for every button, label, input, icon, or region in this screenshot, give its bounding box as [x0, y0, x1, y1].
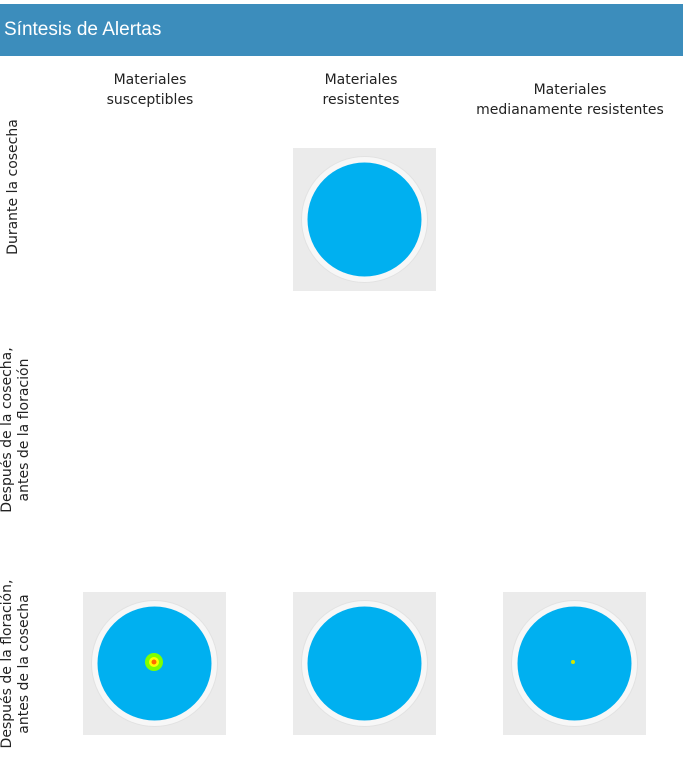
alert-hotspot-core — [151, 659, 157, 665]
page-title-bar: Síntesis de Alertas — [0, 4, 683, 56]
alert-cell-r0-c1[interactable] — [293, 148, 436, 291]
alert-hotspot-dot — [571, 660, 575, 664]
alert-cell-r2-c0[interactable] — [83, 592, 226, 735]
alert-cell-r2-c1[interactable] — [293, 592, 436, 735]
alert-disc-icon — [301, 600, 428, 727]
alert-disc-icon — [301, 156, 428, 283]
alert-disc-icon — [91, 600, 218, 727]
column-label-medium-resistant: Materiales medianamente resistentes — [476, 82, 664, 118]
alert-disc-icon — [511, 600, 638, 727]
row-label-after-harvest-before-flowering: Después de la cosecha, antes de la flora… — [0, 347, 32, 513]
page-title: Síntesis de Alertas — [4, 19, 162, 40]
column-label-resistant: Materiales resistentes — [322, 72, 400, 108]
row-label-after-flowering-before-harvest: Después de la floración, antes de la cos… — [0, 579, 32, 749]
column-label-susceptible: Materiales susceptibles — [106, 72, 194, 108]
row-label-during-harvest: Durante la cosecha — [5, 119, 21, 255]
alert-cell-r2-c2[interactable] — [503, 592, 646, 735]
